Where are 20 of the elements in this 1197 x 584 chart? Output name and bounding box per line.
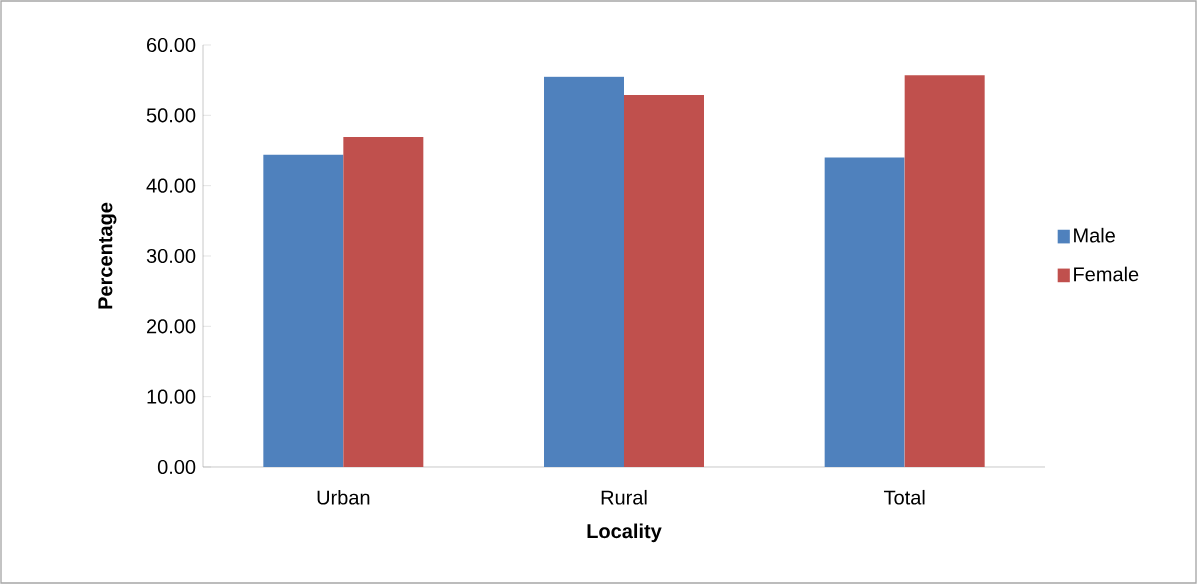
bar [263,154,344,467]
y-tick-label: 60.00 [147,37,196,53]
bar [624,94,704,467]
bar [343,137,424,467]
y-tick-label: 10.00 [147,389,196,404]
x-tick-label: Rural [601,489,647,505]
y-tick-label: 30.00 [146,248,196,264]
y-tick-label: 40.00 [146,178,196,193]
x-tick-label: Urban [317,489,370,505]
x-tick-label: Total [883,489,925,505]
legend-label: Male [1074,227,1115,243]
y-tick-label: 0.00 [157,459,196,475]
bar [904,75,985,467]
y-tick-label: 20.00 [147,319,196,334]
bar [544,76,624,467]
legend-label: Female [1074,266,1139,282]
y-tick-label: 50.00 [146,108,196,123]
x-axis-title: Locality [587,523,662,543]
bar [824,157,905,467]
y-axis-title: Percentage [98,202,117,309]
